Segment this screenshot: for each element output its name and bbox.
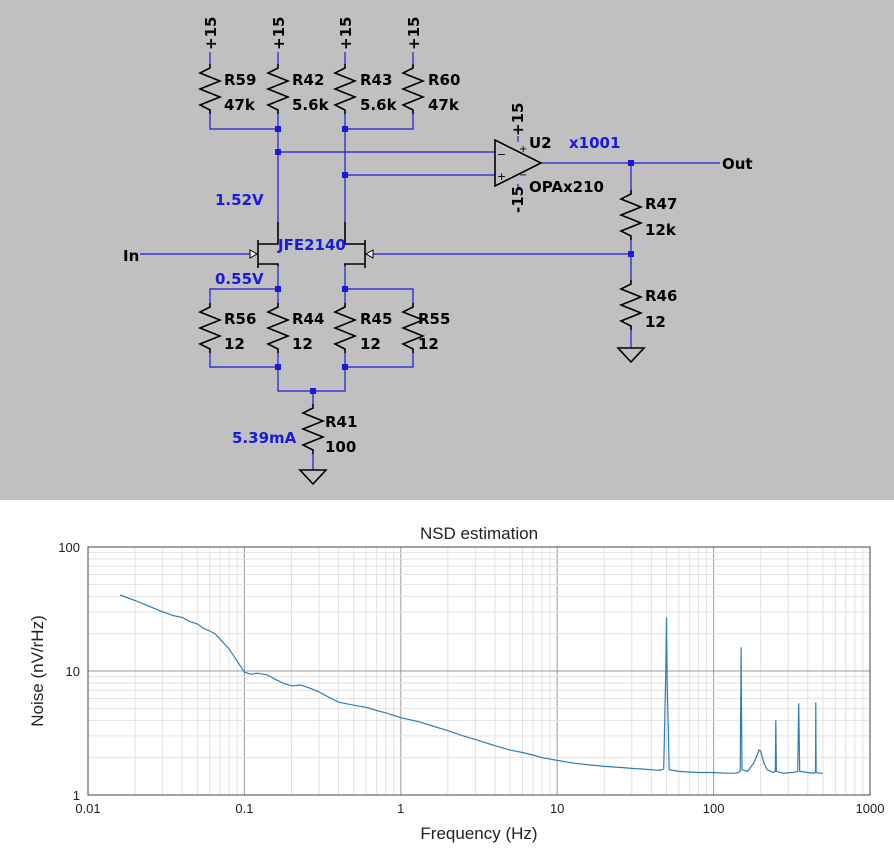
resistor-r44-ref: R44	[292, 310, 324, 328]
resistor-r55-symbol	[400, 303, 426, 353]
resistor-r41-value: 100	[325, 438, 356, 456]
resistor-r59-value: 47k	[224, 96, 256, 114]
y-tick-labels: 1 10 100	[58, 540, 80, 803]
resistor-r56-ref: R56	[224, 310, 256, 328]
resistor-r60-value: 47k	[428, 96, 460, 114]
resistor-r41-symbol	[300, 404, 326, 454]
opamp-vpos-label: +15	[509, 103, 527, 136]
x-tick-label: 0.1	[235, 801, 253, 816]
x-tick-label: 100	[703, 801, 725, 816]
resistor-r56-symbol	[197, 303, 223, 353]
junction-dots	[275, 126, 634, 394]
supply-label-r59: +15	[202, 17, 220, 50]
resistor-r46-value: 12	[645, 313, 666, 331]
supply-label-r42: +15	[270, 17, 288, 50]
opamp-model-label: OPAx210	[529, 178, 604, 196]
tail-current-annotation: 5.39mA	[232, 429, 297, 447]
resistor-r59-ref: R59	[224, 71, 256, 89]
resistor-r45-ref: R45	[360, 310, 392, 328]
gain-annotation: x1001	[569, 134, 620, 152]
resistor-r46-symbol	[618, 280, 644, 330]
nsd-chart: NSD estimation 0.01 0.1 1 10 100 1000 110100 …	[0, 500, 894, 850]
resistor-r42-symbol	[265, 64, 291, 114]
resistor-r43-value: 5.6k	[360, 96, 398, 114]
opamp-ref-label: U2	[529, 134, 552, 152]
y-tick-label: 1	[73, 788, 80, 803]
resistor-r46-ref: R46	[645, 287, 677, 305]
x-tick-label: 0.01	[75, 801, 100, 816]
opamp-small-minus: −	[519, 170, 527, 181]
supply-label-r43: +15	[337, 17, 355, 50]
ground-icon	[616, 347, 646, 364]
resistor-r41-ref: R41	[325, 413, 357, 431]
chart-grid	[87, 547, 870, 796]
resistor-r55-value: 12	[418, 335, 439, 353]
x-axis-label: Frequency (Hz)	[420, 824, 537, 843]
resistor-r42-ref: R42	[292, 71, 324, 89]
output-port-label: Out	[722, 155, 753, 173]
opamp-minus-pin: −	[497, 148, 506, 161]
chart-title: NSD estimation	[420, 524, 538, 543]
y-tick-label: 10	[66, 664, 80, 679]
supply-label-r60: +15	[405, 17, 423, 50]
resistor-r56-value: 12	[224, 335, 245, 353]
resistor-r43-symbol	[332, 64, 358, 114]
resistor-r59-symbol	[197, 64, 223, 114]
resistor-r60-ref: R60	[428, 71, 460, 89]
opamp-small-plus: +	[519, 144, 527, 155]
x-tick-label: 10	[550, 801, 564, 816]
resistor-r43-ref: R43	[360, 71, 392, 89]
resistor-r55-ref: R55	[418, 310, 450, 328]
resistor-r44-symbol	[265, 303, 291, 353]
resistor-r60-symbol	[400, 64, 426, 114]
y-axis-label: Noise (nV/rHz)	[28, 615, 47, 726]
opamp-plus-pin: +	[497, 170, 506, 183]
y-tick-label: 100	[58, 540, 80, 555]
x-tick-labels: 0.01 0.1 1 10 100 1000	[75, 801, 884, 816]
source-voltage-annotation: 0.55V	[215, 270, 264, 288]
plot-area-frame	[87, 546, 871, 796]
opamp-vneg-label: -15	[509, 186, 527, 213]
resistor-r47-symbol	[618, 190, 644, 240]
ground-icon	[298, 469, 328, 486]
resistor-r47-value: 12k	[645, 221, 677, 239]
x-tick-label: 1	[397, 801, 404, 816]
resistor-r42-value: 5.6k	[292, 96, 330, 114]
resistor-r44-value: 12	[292, 335, 313, 353]
input-port-label: In	[123, 247, 139, 265]
jfet-left-symbol	[249, 222, 279, 268]
drain-voltage-annotation: 1.52V	[215, 191, 264, 209]
circuit-schematic: +15 +15 +15 +15	[0, 0, 894, 502]
opamp-u2-symbol: − + + −	[494, 138, 543, 188]
jfet-model-label: JFE2140	[277, 236, 346, 254]
resistor-r45-symbol	[332, 303, 358, 353]
resistor-r45-value: 12	[360, 335, 381, 353]
x-tick-label: 1000	[856, 801, 885, 816]
resistor-r47-ref: R47	[645, 195, 677, 213]
series-line	[119, 594, 823, 774]
schematic-background	[0, 0, 894, 502]
jfet-right-symbol	[344, 222, 374, 268]
